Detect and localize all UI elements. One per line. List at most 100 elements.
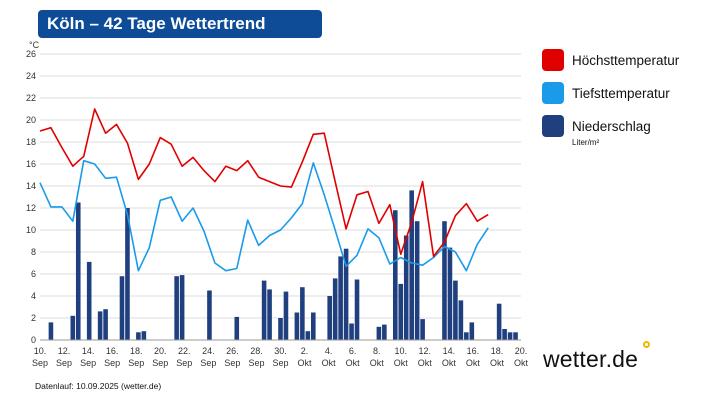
x-tick-day: 18. xyxy=(491,346,504,356)
x-tick-month: Sep xyxy=(80,358,96,368)
precip-bar xyxy=(305,331,311,340)
x-tick-day: 8. xyxy=(373,346,381,356)
precip-bar xyxy=(458,300,464,340)
x-tick-day: 10. xyxy=(394,346,407,356)
x-tick-day: 14. xyxy=(443,346,456,356)
x-tick-day: 24. xyxy=(202,346,215,356)
precip-bar xyxy=(414,221,420,340)
precip-bar xyxy=(464,332,469,340)
x-tick-month: Sep xyxy=(32,358,48,368)
precip-bar xyxy=(338,256,343,340)
precip-bar xyxy=(75,202,81,340)
max-temp-line xyxy=(39,108,489,258)
legend-label-max: Höchsttemperatur xyxy=(572,52,680,68)
legend-label-min: Tiefsttemperatur xyxy=(572,85,670,101)
y-tick-label: 0 xyxy=(31,335,36,345)
y-tick-label: 26 xyxy=(26,49,36,59)
x-tick-day: 10. xyxy=(34,346,47,356)
y-tick-label: 8 xyxy=(31,247,36,257)
x-tick-month: Okt xyxy=(370,358,385,368)
precip-bar xyxy=(513,332,518,340)
y-tick-label: 16 xyxy=(26,159,36,169)
x-tick-day: 20. xyxy=(154,346,167,356)
x-tick-month: Okt xyxy=(418,358,433,368)
y-tick-label: 2 xyxy=(31,313,36,323)
precip-bar xyxy=(261,280,267,340)
precip-bar xyxy=(174,276,179,340)
precip-bar xyxy=(136,332,141,340)
precip-bar xyxy=(234,316,240,340)
x-tick-day: 2. xyxy=(301,346,309,356)
x-tick-month: Okt xyxy=(490,358,505,368)
min-temp-line xyxy=(39,159,489,272)
precip-bar xyxy=(420,319,425,340)
precip-bar xyxy=(496,303,502,340)
x-tick-month: Okt xyxy=(394,358,409,368)
legend-swatch-min xyxy=(542,82,564,104)
precip-bar xyxy=(453,280,458,340)
x-tick-day: 16. xyxy=(106,346,119,356)
x-tick-month: Sep xyxy=(176,358,192,368)
precip-bar xyxy=(382,324,387,340)
x-tick-day: 12. xyxy=(419,346,432,356)
precip-bar xyxy=(398,283,404,340)
x-tick-day: 12. xyxy=(58,346,71,356)
y-axis-unit: °C xyxy=(29,40,40,50)
x-tick-month: Sep xyxy=(224,358,240,368)
precip-bar xyxy=(332,278,338,340)
x-tick-month: Sep xyxy=(200,358,216,368)
logo-dot-icon xyxy=(643,341,650,348)
precip-bar xyxy=(469,322,475,340)
x-tick-month: Okt xyxy=(514,358,529,368)
legend-swatch-max xyxy=(542,49,564,71)
x-tick-month: Okt xyxy=(466,358,481,368)
precip-bar xyxy=(86,261,92,340)
precip-bar xyxy=(442,221,447,340)
data-run-footnote: Datenlauf: 10.09.2025 (wetter.de) xyxy=(35,381,162,391)
precip-bar xyxy=(119,276,125,340)
x-tick-month: Sep xyxy=(152,358,168,368)
precip-bar xyxy=(207,290,212,340)
legend-swatch-precip xyxy=(542,115,564,137)
precip-bar xyxy=(502,329,507,340)
legend-item-min: Tiefsttemperatur xyxy=(542,82,670,104)
x-tick-month: Okt xyxy=(346,358,361,368)
legend-item-max: Höchsttemperatur xyxy=(542,49,679,71)
x-tick-month: Okt xyxy=(298,358,313,368)
y-tick-label: 12 xyxy=(26,203,36,213)
y-tick-label: 10 xyxy=(26,225,36,235)
legend-item-precip: Niederschlag xyxy=(542,115,651,137)
x-tick-month: Sep xyxy=(56,358,72,368)
precip-bar xyxy=(392,210,398,340)
precip-bar xyxy=(103,309,108,340)
precip-bar xyxy=(70,315,76,340)
x-tick-month: Sep xyxy=(248,358,264,368)
y-tick-label: 4 xyxy=(31,291,36,301)
precip-bar xyxy=(179,275,185,340)
y-tick-label: 20 xyxy=(26,115,36,125)
precip-bar xyxy=(327,296,332,340)
precip-bar xyxy=(349,323,354,340)
x-tick-day: 14. xyxy=(82,346,95,356)
precip-bar xyxy=(48,322,54,340)
precip-bar xyxy=(294,312,300,340)
precip-bar xyxy=(447,247,453,340)
precip-bar xyxy=(141,331,147,340)
precip-bar xyxy=(278,318,283,340)
x-tick-day: 30. xyxy=(274,346,287,356)
y-tick-label: 22 xyxy=(26,93,36,103)
y-tick-label: 14 xyxy=(26,181,36,191)
x-tick-day: 20. xyxy=(515,346,528,356)
x-tick-month: Sep xyxy=(128,358,144,368)
y-tick-label: 18 xyxy=(26,137,36,147)
precip-unit-label: Liter/m² xyxy=(572,138,600,147)
x-tick-day: 28. xyxy=(250,346,263,356)
precip-bar xyxy=(507,332,513,340)
precip-bar xyxy=(267,289,272,340)
wetter-de-logo: wetter.de xyxy=(543,346,639,372)
precip-bar xyxy=(310,312,316,340)
x-tick-month: Okt xyxy=(442,358,457,368)
x-tick-month: Sep xyxy=(272,358,288,368)
y-tick-label: 6 xyxy=(31,269,36,279)
